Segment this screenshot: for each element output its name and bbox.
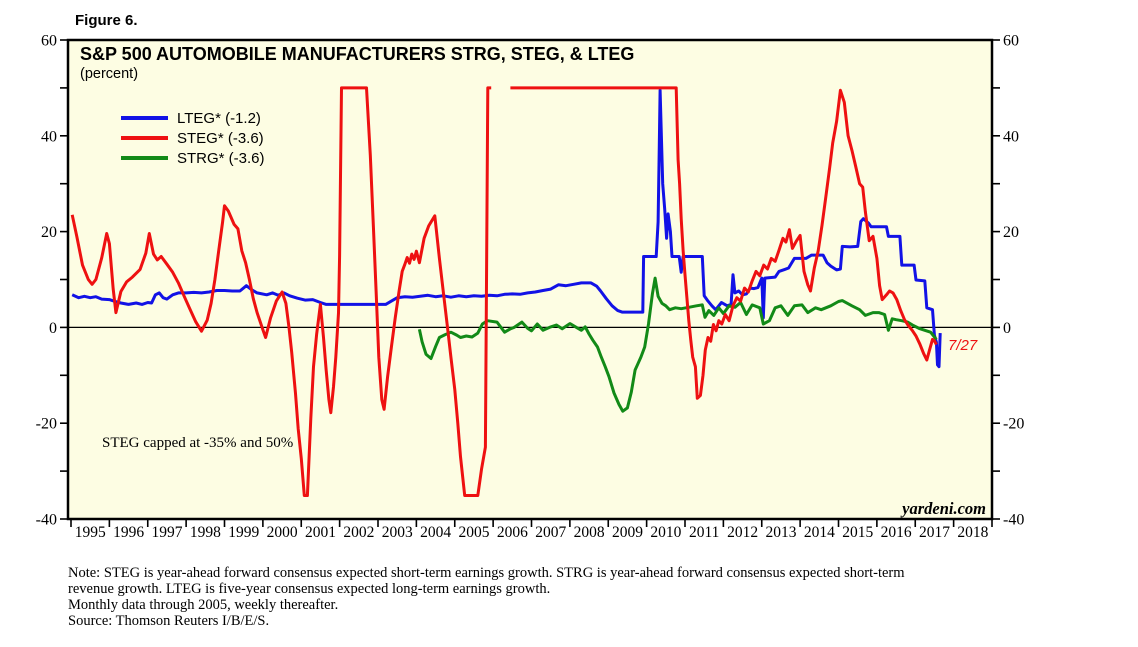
chart-subtitle: (percent) xyxy=(80,66,138,82)
x-axis-year-label: 2006 xyxy=(497,524,528,541)
y-axis-label-left: 0 xyxy=(49,320,57,337)
last-date-annotation: 7/27 xyxy=(948,337,978,354)
note-line-1: Note: STEG is year-ahead forward consens… xyxy=(68,565,905,581)
y-axis-label-left: 20 xyxy=(41,224,57,241)
x-axis-year-label: 2013 xyxy=(765,524,796,541)
y-axis-label-left: -40 xyxy=(36,512,57,529)
note-line-3: Monthly data through 2005, weekly therea… xyxy=(68,597,338,613)
y-axis-label-left: 60 xyxy=(41,33,57,50)
x-axis-year-label: 2010 xyxy=(650,524,681,541)
x-axis-year-label: 1998 xyxy=(190,524,221,541)
series-line-strg xyxy=(417,276,938,413)
figure-label: Figure 6. xyxy=(75,12,138,29)
y-axis-label-right: 40 xyxy=(1003,128,1019,145)
legend-label-steg: STEG* (-3.6) xyxy=(177,130,264,147)
legend-item-lteg: LTEG* (-1.2) xyxy=(121,110,261,127)
legend: LTEG* (-1.2) STEG* (-3.6) STRG* (-3.6) xyxy=(121,110,265,167)
x-axis-year-label: 2008 xyxy=(574,524,605,541)
footnote: Note: STEG is year-ahead forward consens… xyxy=(68,565,905,629)
x-axis-year-label: 2005 xyxy=(458,524,489,541)
capped-annotation: STEG capped at -35% and 50% xyxy=(102,435,293,451)
note-line-4: Source: Thomson Reuters I/B/E/S. xyxy=(68,613,269,629)
x-axis-year-label: 2001 xyxy=(305,524,336,541)
x-axis-year-label: 2003 xyxy=(382,524,413,541)
x-axis-year-label: 2016 xyxy=(881,524,912,541)
x-axis-year-label: 2002 xyxy=(343,524,374,541)
chart-title: S&P 500 AUTOMOBILE MANUFACTURERS STRG, S… xyxy=(80,44,634,64)
x-axis-year-label: 2012 xyxy=(727,524,758,541)
x-axis-year-label: 2004 xyxy=(420,524,451,541)
note-line-2: revenue growth. LTEG is five-year consen… xyxy=(68,581,550,597)
legend-item-strg: STRG* (-3.6) xyxy=(121,150,265,167)
x-axis-year-label: 1996 xyxy=(113,524,144,541)
y-axis-label-right: -20 xyxy=(1003,416,1024,433)
y-axis-label-right: 60 xyxy=(1003,33,1019,50)
y-axis-label-right: 0 xyxy=(1003,320,1011,337)
x-axis-year-label: 1999 xyxy=(228,524,259,541)
y-axis-label-right: 20 xyxy=(1003,224,1019,241)
series-line-steg xyxy=(70,86,492,497)
watermark: yardeni.com xyxy=(900,499,986,518)
x-axis-year-label: 2015 xyxy=(842,524,873,541)
x-axis-year-label: 2014 xyxy=(804,524,835,541)
y-axis-label-left: -20 xyxy=(36,416,57,433)
x-axis-year-label: 1997 xyxy=(151,524,182,541)
x-axis-year-label: 2017 xyxy=(919,524,950,541)
x-axis-year-label: 2007 xyxy=(535,524,566,541)
x-axis-year-label: 1995 xyxy=(75,524,106,541)
x-axis-year-label: 2009 xyxy=(612,524,643,541)
legend-label-lteg: LTEG* (-1.2) xyxy=(177,110,261,127)
series-line-steg xyxy=(510,86,938,400)
x-axis-year-label: 2000 xyxy=(267,524,298,541)
legend-label-strg: STRG* (-3.6) xyxy=(177,150,265,167)
y-axis-label-left: 40 xyxy=(41,128,57,145)
plot-border xyxy=(66,38,994,521)
y-axis-label-right: -40 xyxy=(1003,512,1024,529)
x-axis-year-label: 2011 xyxy=(689,524,719,541)
x-axis-year-label: 2018 xyxy=(957,524,988,541)
legend-item-steg: STEG* (-3.6) xyxy=(121,130,264,147)
